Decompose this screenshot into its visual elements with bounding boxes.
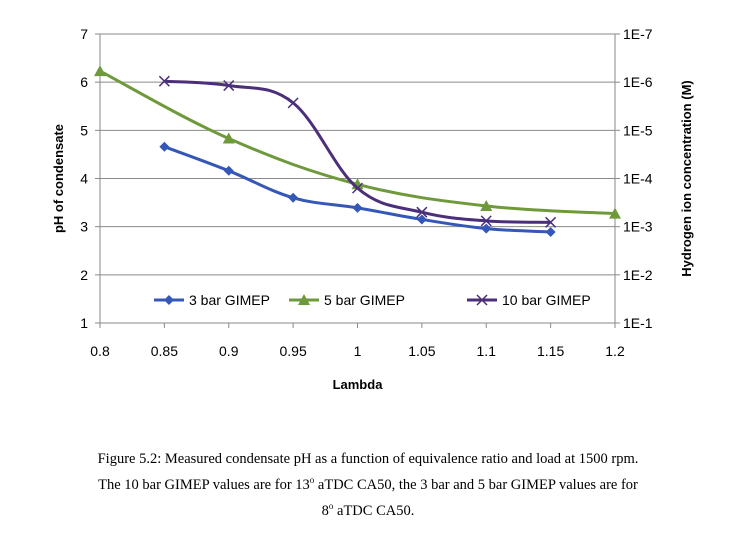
data-point [94, 65, 106, 77]
legend: 3 bar GIMEP 5 bar GIMEP 10 bar GIMEP [154, 292, 591, 308]
legend-item: 5 bar GIMEP [289, 292, 405, 308]
x-tick-label: 0.95 [280, 343, 307, 359]
x-axis-ticks: 0.8 0.85 0.9 0.95 1 1.05 1.1 1.15 1.2 [90, 323, 625, 359]
legend-label: 10 bar GIMEP [502, 292, 591, 308]
y-tick-label: 6 [80, 74, 88, 90]
y2-tick-label: 1E-7 [623, 26, 653, 42]
data-point [481, 223, 492, 234]
y-tick-label: 3 [80, 219, 88, 235]
x-tick-label: 1.1 [477, 343, 497, 359]
data-point [223, 80, 235, 92]
data-point [480, 215, 492, 227]
x-tick-label: 0.9 [219, 343, 239, 359]
x-tick-label: 1 [354, 343, 362, 359]
figure-caption: Figure 5.2: Measured condensate pH as a … [20, 446, 716, 524]
data-point [158, 75, 170, 87]
series-2 [158, 75, 557, 228]
x-tick-label: 0.85 [151, 343, 178, 359]
y-axis-title: pH of condensate [51, 124, 66, 233]
caption-line-3: 8o aTDC CA50. [321, 501, 415, 520]
series-layer [94, 65, 621, 237]
x-tick-label: 0.8 [90, 343, 110, 359]
y-axis-ticks: 1 2 3 4 5 6 7 [80, 26, 100, 331]
legend-marker [298, 294, 310, 305]
y2-tick-label: 1E-6 [623, 74, 653, 90]
data-point [545, 226, 556, 237]
data-point [287, 97, 299, 109]
legend-item: 10 bar GIMEP [467, 292, 591, 308]
y-tick-label: 7 [80, 26, 88, 42]
caption-line-1: Figure 5.2: Measured condensate pH as a … [97, 451, 639, 467]
y-tick-label: 2 [80, 267, 88, 283]
y2-tick-label: 1E-4 [623, 171, 653, 187]
line-chart: 0.8 0.85 0.9 0.95 1 1.05 1.1 1.15 1.2 1 2 3 4 5 6 7 1E… [51, 26, 694, 392]
x-tick-label: 1.05 [408, 343, 435, 359]
data-point [352, 202, 363, 213]
data-point [416, 206, 428, 218]
legend-marker [476, 294, 488, 306]
y2-tick-label: 1E-1 [623, 315, 653, 331]
series-line [164, 79, 551, 224]
y-tick-label: 4 [80, 171, 88, 187]
secondary-y-axis-ticks: 1E-1 1E-2 1E-3 1E-4 1E-5 1E-6 1E-7 [615, 26, 653, 331]
legend-marker [164, 295, 174, 305]
gridlines [100, 33, 615, 276]
y2-tick-label: 1E-3 [623, 219, 653, 235]
legend-label: 3 bar GIMEP [189, 292, 270, 308]
data-point [480, 199, 493, 211]
y2-tick-label: 1E-5 [623, 122, 653, 138]
caption-line-2: The 10 bar GIMEP values are for 13o aTDC… [98, 475, 638, 494]
data-point [288, 192, 299, 203]
secondary-y-axis-title: Hydrogen ion concentration (M) [679, 80, 694, 276]
x-tick-label: 1.2 [605, 343, 625, 359]
data-point [222, 132, 235, 144]
data-point [159, 141, 170, 152]
data-point [351, 182, 364, 194]
y2-tick-label: 1E-2 [623, 267, 653, 283]
series-1 [94, 65, 621, 219]
series-0 [159, 141, 556, 237]
y-tick-label: 1 [80, 315, 88, 331]
data-point [223, 165, 234, 176]
legend-item: 3 bar GIMEP [154, 292, 270, 308]
x-tick-label: 1.15 [537, 343, 564, 359]
data-point [416, 214, 427, 225]
x-axis-title: Lambda [333, 377, 384, 392]
series-line [99, 69, 616, 216]
data-point [609, 207, 621, 219]
y-tick-label: 5 [80, 122, 88, 138]
data-point [545, 216, 557, 228]
legend-label: 5 bar GIMEP [324, 292, 405, 308]
